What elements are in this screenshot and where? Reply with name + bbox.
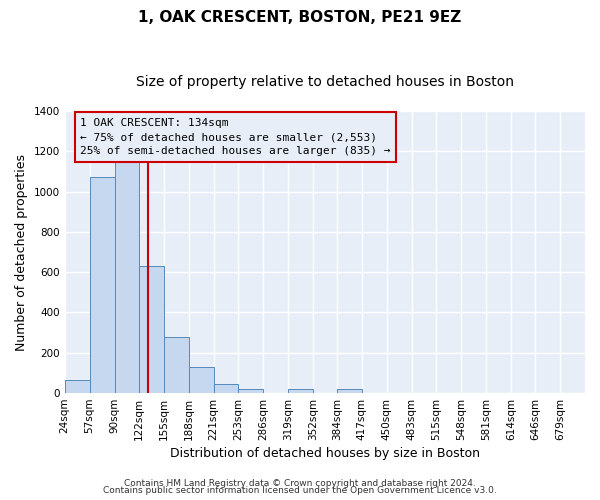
Text: Contains public sector information licensed under the Open Government Licence v3: Contains public sector information licen… <box>103 486 497 495</box>
Bar <box>288 389 313 393</box>
X-axis label: Distribution of detached houses by size in Boston: Distribution of detached houses by size … <box>170 447 480 460</box>
Bar <box>337 389 362 393</box>
Bar <box>139 266 164 393</box>
Bar <box>214 384 238 393</box>
Y-axis label: Number of detached properties: Number of detached properties <box>15 154 28 350</box>
Bar <box>115 160 139 393</box>
Bar <box>188 367 214 393</box>
Title: Size of property relative to detached houses in Boston: Size of property relative to detached ho… <box>136 75 514 89</box>
Bar <box>89 178 115 393</box>
Text: 1 OAK CRESCENT: 134sqm
← 75% of detached houses are smaller (2,553)
25% of semi-: 1 OAK CRESCENT: 134sqm ← 75% of detached… <box>80 118 391 156</box>
Bar <box>65 380 89 393</box>
Bar <box>238 389 263 393</box>
Bar <box>164 336 188 393</box>
Text: 1, OAK CRESCENT, BOSTON, PE21 9EZ: 1, OAK CRESCENT, BOSTON, PE21 9EZ <box>139 10 461 25</box>
Text: Contains HM Land Registry data © Crown copyright and database right 2024.: Contains HM Land Registry data © Crown c… <box>124 478 476 488</box>
